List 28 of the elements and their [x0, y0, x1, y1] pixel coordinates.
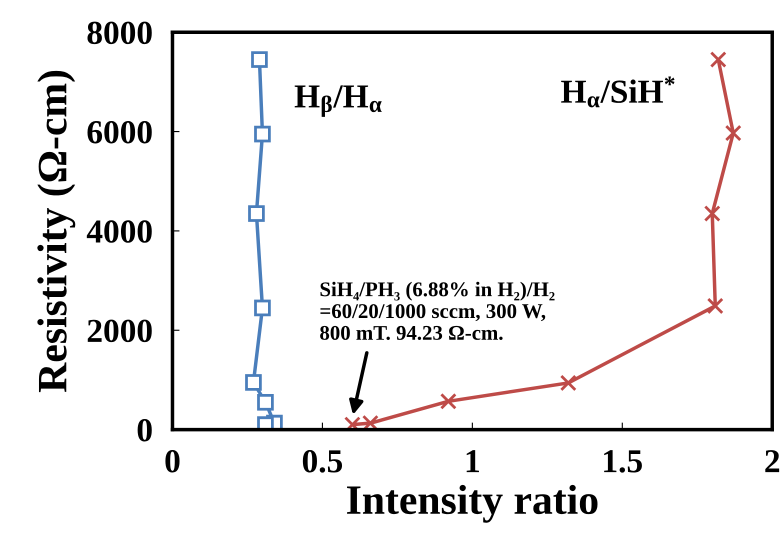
y-tick-label: 0 — [138, 419, 152, 442]
point — [704, 205, 721, 222]
point — [251, 51, 268, 68]
x-tick-label: 1 — [466, 450, 479, 472]
point — [254, 300, 271, 316]
point — [257, 416, 274, 430]
x-tick-label: 0.5 — [302, 450, 342, 473]
point — [724, 124, 742, 142]
x-tick-label: 0 — [165, 450, 180, 473]
y-tick-label: 4000 — [86, 220, 152, 243]
point — [245, 374, 262, 391]
series-label: H$_{β}$/H$_{α}$ — [294, 85, 382, 117]
x-tick-label: 2 — [765, 450, 780, 472]
y-axis-title: Resistivity (Ω-cm) — [37, 70, 76, 392]
y-tick-label: 8000 — [87, 22, 152, 44]
point — [254, 126, 271, 142]
point — [440, 392, 457, 410]
point — [710, 51, 727, 68]
annotation: SiH₄/PH₃ (6.88% in H₂)/H₂ =60/20/1000 sccm, 300 W, 800 mT. 94.23 Ω-cm. — [320, 282, 555, 340]
x-tick-label: 1.5 — [604, 450, 642, 473]
point — [560, 374, 577, 392]
point — [257, 394, 274, 411]
point — [248, 205, 265, 222]
y-tick-label: 2000 — [88, 320, 152, 342]
x-axis-title: Intensity ratio — [347, 484, 598, 523]
series-label: H$_{α}$/SiH$^{*}$ — [561, 76, 675, 108]
y-tick-label: 6000 — [88, 120, 152, 144]
point — [706, 298, 724, 314]
